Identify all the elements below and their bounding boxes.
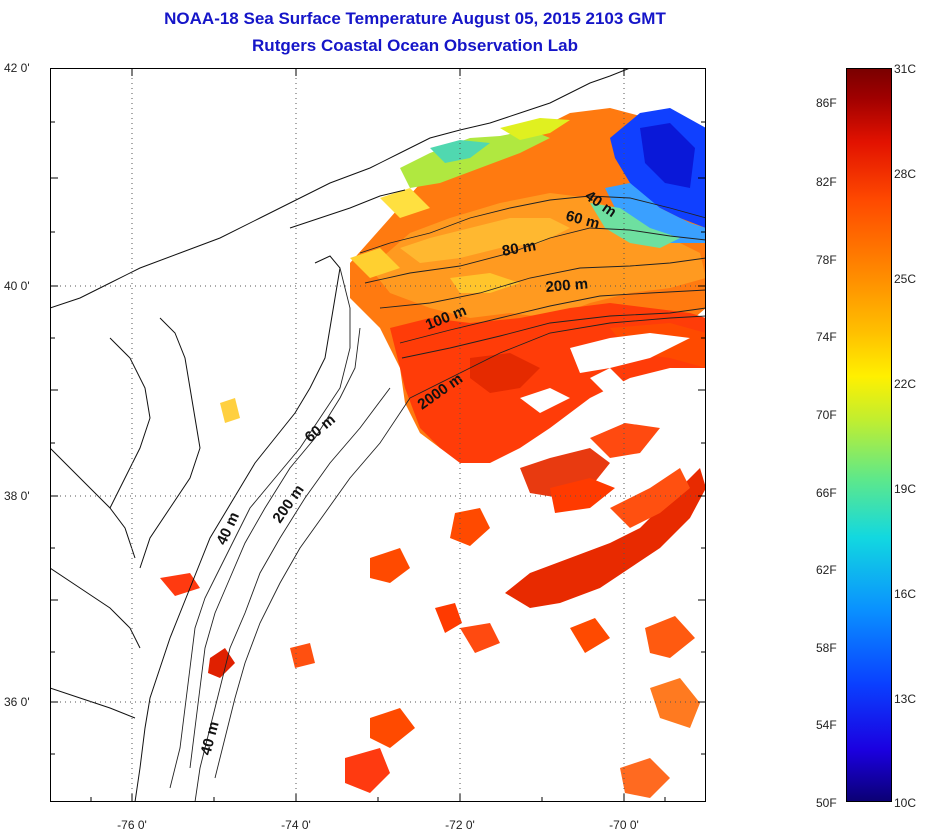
- colorbar-c-label: 10C: [894, 796, 917, 810]
- map-title: NOAA-18 Sea Surface Temperature August 0…: [164, 9, 666, 28]
- colorbar-f-label: 70F: [816, 408, 837, 422]
- colorbar-c-label: 25C: [894, 272, 917, 286]
- colorbar-c-label: 13C: [894, 692, 917, 706]
- lon-label-70: -70 0': [609, 818, 639, 832]
- colorbar-c-label: 28C: [894, 167, 917, 181]
- contour-label: 60 m: [302, 411, 339, 446]
- coastline-layer: [50, 68, 631, 802]
- lon-label-76: -76 0': [117, 818, 147, 832]
- colorbar-f-label: 58F: [816, 641, 837, 655]
- colorbar-c-label: 31C: [894, 62, 917, 76]
- colorbar-f-label: 66F: [816, 486, 837, 500]
- colorbar-c-label: 16C: [894, 587, 917, 601]
- lat-label-36: 36 0': [4, 695, 30, 709]
- color-scale-bar: [846, 68, 892, 802]
- map-subtitle: Rutgers Coastal Ocean Observation Lab: [252, 36, 578, 55]
- contour-label: 40 m: [197, 720, 222, 757]
- lat-label-38: 38 0': [4, 489, 30, 503]
- sst-map: 40 m 60 m 80 m 200 m 100 m 2000 m 60 m 2…: [50, 68, 706, 802]
- colorbar-f-label: 74F: [816, 330, 837, 344]
- frame-ticks: [50, 68, 706, 802]
- colorbar-f-label: 78F: [816, 253, 837, 267]
- contour-label: 80 m: [501, 237, 538, 260]
- colorbar-f-label: 82F: [816, 175, 837, 189]
- colorbar-c-label: 19C: [894, 482, 917, 496]
- colorbar-f-label: 86F: [816, 96, 837, 110]
- colorbar-f-label: 50F: [816, 796, 837, 810]
- lon-label-74: -74 0': [281, 818, 311, 832]
- lat-label-42: 42 0': [4, 61, 30, 75]
- lat-label-40: 40 0': [4, 279, 30, 293]
- contour-label: 40 m: [213, 510, 243, 548]
- lon-label-72: -72 0': [445, 818, 475, 832]
- contour-label: 200 m: [269, 482, 307, 527]
- colorbar-f-label: 54F: [816, 718, 837, 732]
- colorbar-f-label: 62F: [816, 563, 837, 577]
- contour-label: 200 m: [545, 275, 589, 296]
- bathymetry-contours: [169, 195, 706, 802]
- colorbar-c-label: 22C: [894, 377, 917, 391]
